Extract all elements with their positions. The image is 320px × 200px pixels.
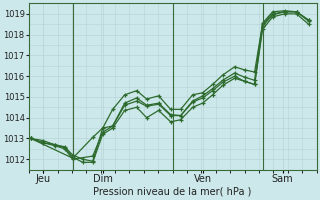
X-axis label: Pression niveau de la mer( hPa ): Pression niveau de la mer( hPa ): [93, 187, 252, 197]
